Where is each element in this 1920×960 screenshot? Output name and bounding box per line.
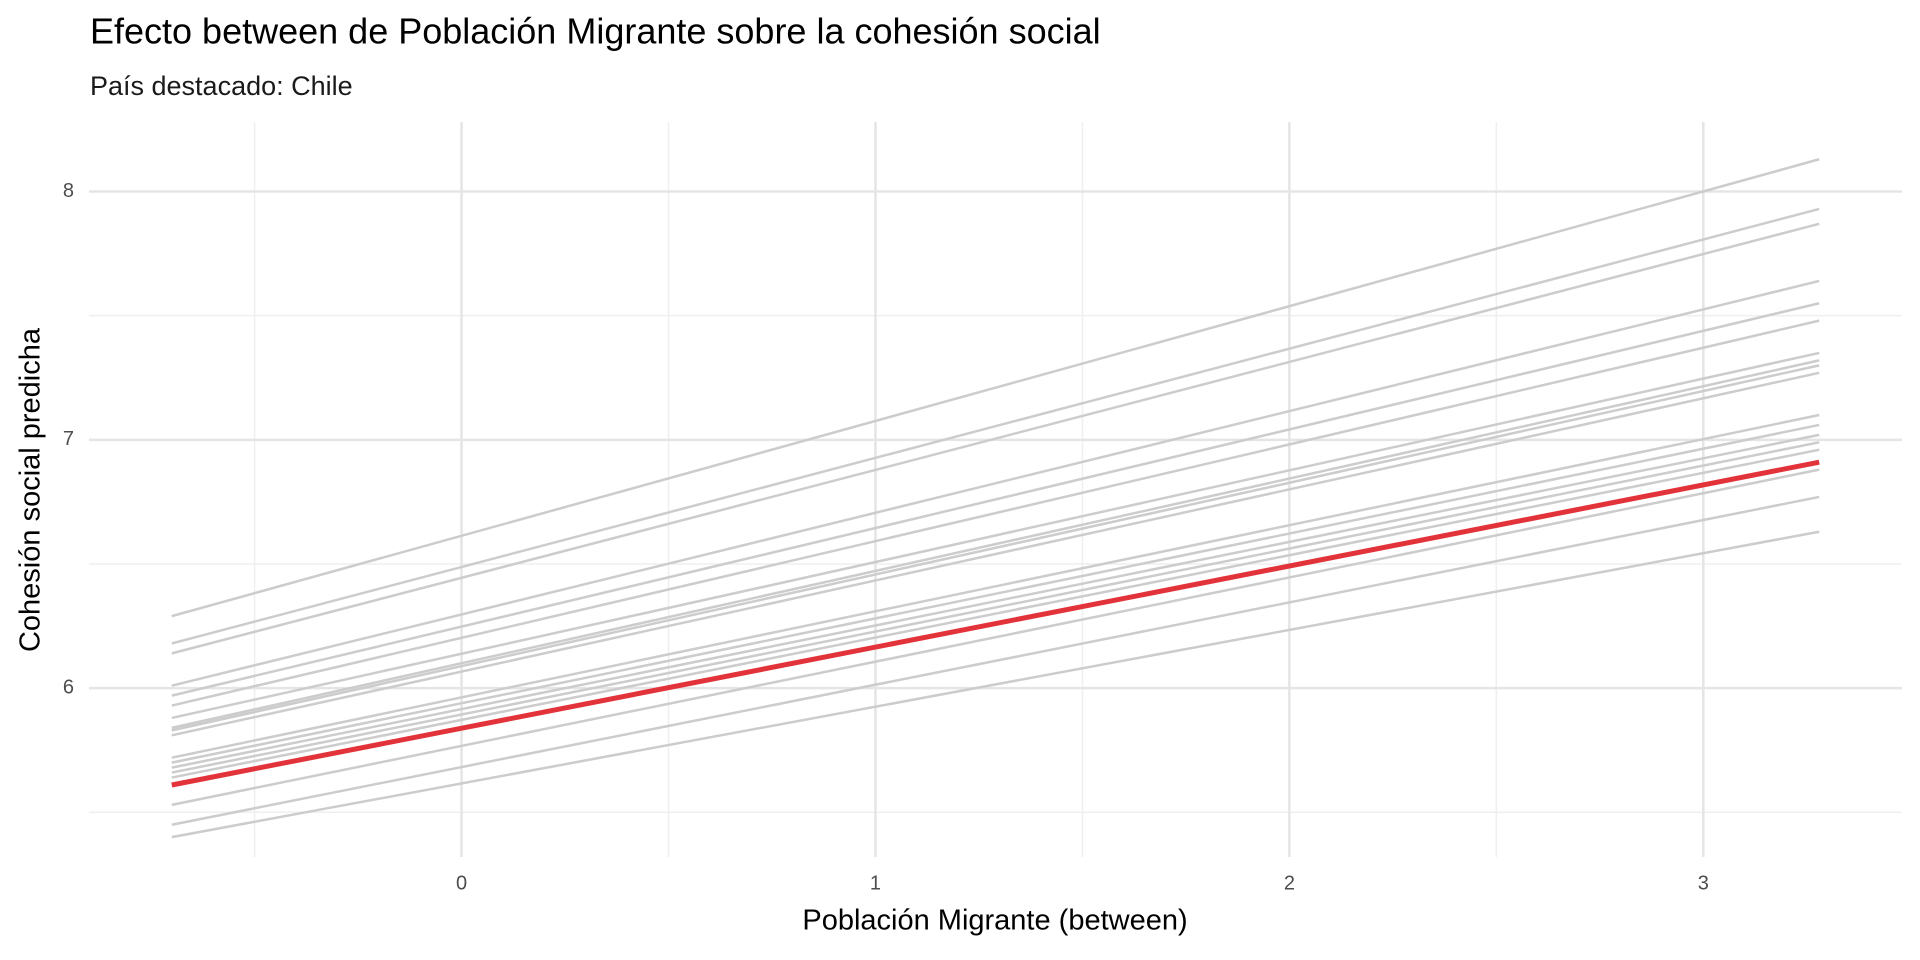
y-axis-label: Cohesión social predicha	[15, 327, 47, 652]
series-line	[171, 433, 1820, 769]
y-tick-label: 8	[63, 180, 74, 202]
series-line	[171, 371, 1820, 737]
x-tick-label: 3	[1698, 872, 1709, 894]
series-line	[171, 364, 1820, 732]
series-line	[171, 302, 1820, 697]
x-tick-label: 1	[870, 872, 881, 894]
x-tick-label: 2	[1284, 872, 1295, 894]
grid: 6 7 8 0 1 2 3	[63, 122, 1902, 894]
chart-subtitle: País destacado: Chile	[90, 71, 353, 101]
chart-title: Efecto between de Población Migrante sob…	[90, 11, 1101, 52]
series-line	[171, 359, 1820, 730]
series-line	[171, 468, 1820, 807]
lines	[171, 158, 1820, 839]
x-axis-label: Población Migrante (between)	[802, 905, 1187, 937]
y-tick-label: 6	[63, 676, 74, 698]
series-line	[171, 423, 1820, 764]
series-line	[171, 413, 1820, 759]
series-line	[171, 319, 1820, 707]
series-line	[171, 158, 1820, 618]
series-line	[171, 351, 1820, 720]
series-line	[171, 222, 1820, 655]
series-line	[171, 530, 1820, 839]
series-line	[171, 448, 1820, 779]
series-line	[171, 441, 1820, 774]
series-line	[171, 495, 1820, 826]
x-tick-label: 0	[456, 872, 467, 894]
series-line	[171, 459, 1820, 788]
series-line	[171, 279, 1820, 687]
y-tick-label: 7	[63, 428, 74, 450]
series-line	[171, 207, 1820, 645]
